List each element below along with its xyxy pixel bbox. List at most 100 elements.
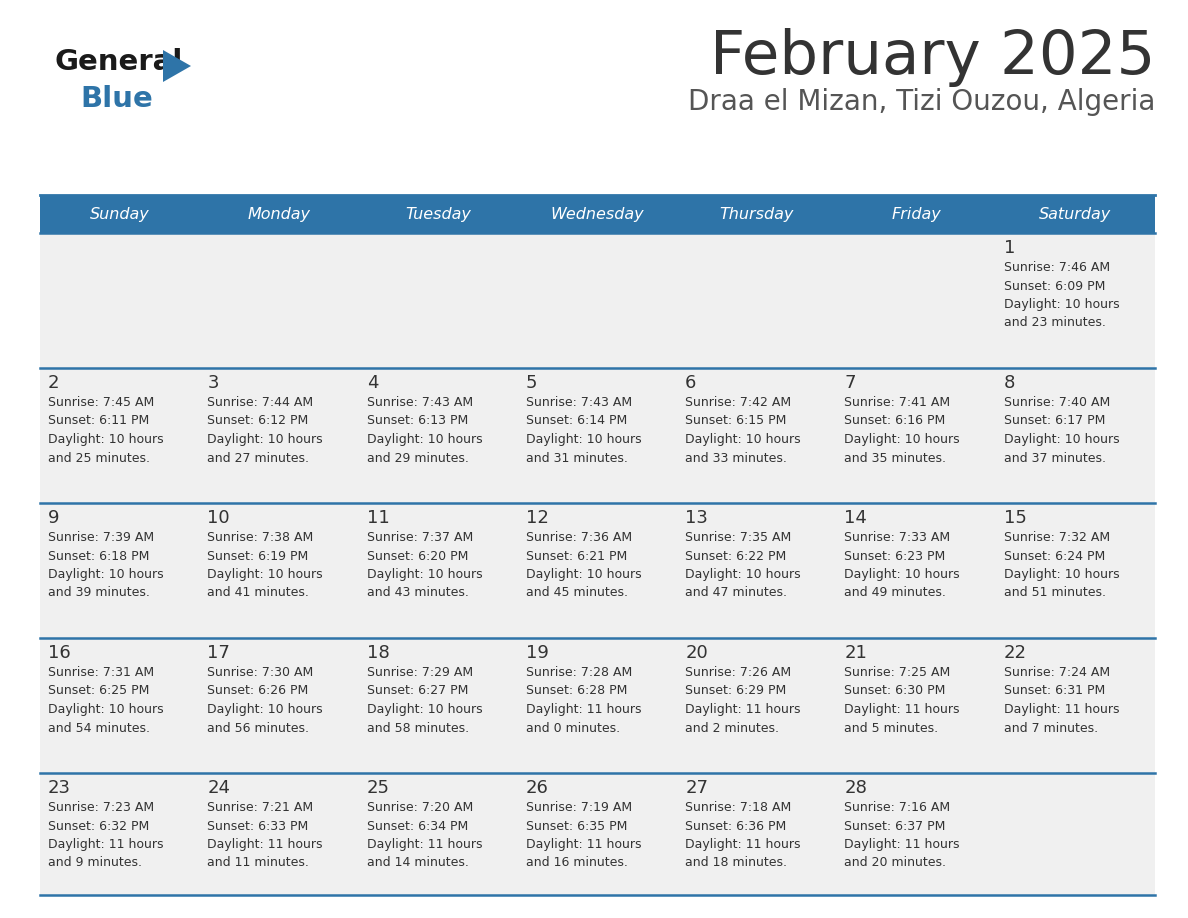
Text: Sunrise: 7:30 AM: Sunrise: 7:30 AM (207, 666, 314, 679)
Text: Sunrise: 7:19 AM: Sunrise: 7:19 AM (526, 801, 632, 814)
Text: Sunset: 6:22 PM: Sunset: 6:22 PM (685, 550, 786, 563)
Text: 17: 17 (207, 644, 230, 662)
Text: Sunset: 6:31 PM: Sunset: 6:31 PM (1004, 685, 1105, 698)
Text: and 29 minutes.: and 29 minutes. (367, 452, 468, 465)
Text: and 58 minutes.: and 58 minutes. (367, 722, 469, 734)
Text: 16: 16 (48, 644, 71, 662)
Text: Sunrise: 7:31 AM: Sunrise: 7:31 AM (48, 666, 154, 679)
Text: 3: 3 (207, 374, 219, 392)
Text: and 7 minutes.: and 7 minutes. (1004, 722, 1098, 734)
Text: Daylight: 10 hours: Daylight: 10 hours (367, 703, 482, 716)
Text: Sunrise: 7:20 AM: Sunrise: 7:20 AM (367, 801, 473, 814)
Text: 19: 19 (526, 644, 549, 662)
Text: Daylight: 10 hours: Daylight: 10 hours (685, 433, 801, 446)
Text: 21: 21 (845, 644, 867, 662)
Text: Daylight: 10 hours: Daylight: 10 hours (48, 568, 164, 581)
Text: Sunrise: 7:37 AM: Sunrise: 7:37 AM (367, 531, 473, 544)
Text: February 2025: February 2025 (709, 28, 1155, 87)
Text: and 51 minutes.: and 51 minutes. (1004, 587, 1106, 599)
Text: Daylight: 11 hours: Daylight: 11 hours (845, 703, 960, 716)
Text: Sunrise: 7:46 AM: Sunrise: 7:46 AM (1004, 261, 1110, 274)
Text: Sunrise: 7:24 AM: Sunrise: 7:24 AM (1004, 666, 1110, 679)
Bar (40, 503, 1155, 638)
Text: Sunset: 6:26 PM: Sunset: 6:26 PM (207, 685, 309, 698)
Text: Sunrise: 7:33 AM: Sunrise: 7:33 AM (845, 531, 950, 544)
Text: Monday: Monday (247, 207, 310, 221)
Text: Sunset: 6:35 PM: Sunset: 6:35 PM (526, 820, 627, 833)
Text: Sunset: 6:19 PM: Sunset: 6:19 PM (207, 550, 309, 563)
Text: Sunset: 6:28 PM: Sunset: 6:28 PM (526, 685, 627, 698)
Text: and 35 minutes.: and 35 minutes. (845, 452, 947, 465)
Text: Sunset: 6:29 PM: Sunset: 6:29 PM (685, 685, 786, 698)
Text: Sunrise: 7:43 AM: Sunrise: 7:43 AM (367, 396, 473, 409)
Text: Daylight: 11 hours: Daylight: 11 hours (207, 838, 323, 851)
Text: Daylight: 11 hours: Daylight: 11 hours (845, 838, 960, 851)
Text: Daylight: 10 hours: Daylight: 10 hours (48, 703, 164, 716)
Text: 20: 20 (685, 644, 708, 662)
Text: Sunrise: 7:28 AM: Sunrise: 7:28 AM (526, 666, 632, 679)
Bar (40, 233, 1155, 368)
Text: Daylight: 11 hours: Daylight: 11 hours (367, 838, 482, 851)
Text: Sunrise: 7:43 AM: Sunrise: 7:43 AM (526, 396, 632, 409)
Text: Sunrise: 7:26 AM: Sunrise: 7:26 AM (685, 666, 791, 679)
Text: Sunset: 6:23 PM: Sunset: 6:23 PM (845, 550, 946, 563)
Text: Sunset: 6:18 PM: Sunset: 6:18 PM (48, 550, 150, 563)
Text: Daylight: 11 hours: Daylight: 11 hours (1004, 703, 1119, 716)
Text: Daylight: 10 hours: Daylight: 10 hours (1004, 568, 1119, 581)
Text: Sunset: 6:25 PM: Sunset: 6:25 PM (48, 685, 150, 698)
Text: Sunset: 6:12 PM: Sunset: 6:12 PM (207, 415, 309, 428)
Text: and 47 minutes.: and 47 minutes. (685, 587, 788, 599)
Text: Sunrise: 7:32 AM: Sunrise: 7:32 AM (1004, 531, 1110, 544)
Text: Sunrise: 7:36 AM: Sunrise: 7:36 AM (526, 531, 632, 544)
Text: Sunrise: 7:29 AM: Sunrise: 7:29 AM (367, 666, 473, 679)
Text: Sunrise: 7:18 AM: Sunrise: 7:18 AM (685, 801, 791, 814)
Text: Sunset: 6:11 PM: Sunset: 6:11 PM (48, 415, 150, 428)
Text: 6: 6 (685, 374, 696, 392)
Text: Sunrise: 7:25 AM: Sunrise: 7:25 AM (845, 666, 950, 679)
Text: Draa el Mizan, Tizi Ouzou, Algeria: Draa el Mizan, Tizi Ouzou, Algeria (688, 88, 1155, 116)
Text: Daylight: 10 hours: Daylight: 10 hours (48, 433, 164, 446)
Text: Sunrise: 7:35 AM: Sunrise: 7:35 AM (685, 531, 791, 544)
Text: Daylight: 10 hours: Daylight: 10 hours (845, 433, 960, 446)
Text: Sunset: 6:20 PM: Sunset: 6:20 PM (367, 550, 468, 563)
Text: Wednesday: Wednesday (551, 207, 644, 221)
Text: Saturday: Saturday (1040, 207, 1112, 221)
Text: Daylight: 11 hours: Daylight: 11 hours (48, 838, 164, 851)
Text: 22: 22 (1004, 644, 1026, 662)
Text: 7: 7 (845, 374, 855, 392)
Text: Sunset: 6:13 PM: Sunset: 6:13 PM (367, 415, 468, 428)
Text: 26: 26 (526, 779, 549, 797)
Text: Blue: Blue (80, 85, 153, 113)
Text: Sunrise: 7:39 AM: Sunrise: 7:39 AM (48, 531, 154, 544)
Text: Thursday: Thursday (720, 207, 794, 221)
Text: and 0 minutes.: and 0 minutes. (526, 722, 620, 734)
Text: Sunset: 6:21 PM: Sunset: 6:21 PM (526, 550, 627, 563)
Text: 23: 23 (48, 779, 71, 797)
Text: Sunrise: 7:44 AM: Sunrise: 7:44 AM (207, 396, 314, 409)
Text: Sunset: 6:15 PM: Sunset: 6:15 PM (685, 415, 786, 428)
Text: and 41 minutes.: and 41 minutes. (207, 587, 309, 599)
Text: Sunset: 6:32 PM: Sunset: 6:32 PM (48, 820, 150, 833)
Text: 25: 25 (367, 779, 390, 797)
Text: Tuesday: Tuesday (405, 207, 472, 221)
Text: Daylight: 10 hours: Daylight: 10 hours (845, 568, 960, 581)
Text: 8: 8 (1004, 374, 1015, 392)
Text: Sunset: 6:14 PM: Sunset: 6:14 PM (526, 415, 627, 428)
Text: Sunrise: 7:38 AM: Sunrise: 7:38 AM (207, 531, 314, 544)
Text: and 31 minutes.: and 31 minutes. (526, 452, 627, 465)
Text: Daylight: 10 hours: Daylight: 10 hours (367, 433, 482, 446)
Text: and 11 minutes.: and 11 minutes. (207, 856, 309, 869)
Text: Sunset: 6:27 PM: Sunset: 6:27 PM (367, 685, 468, 698)
Text: Sunrise: 7:16 AM: Sunrise: 7:16 AM (845, 801, 950, 814)
Text: Sunset: 6:30 PM: Sunset: 6:30 PM (845, 685, 946, 698)
Text: Sunrise: 7:23 AM: Sunrise: 7:23 AM (48, 801, 154, 814)
Text: and 5 minutes.: and 5 minutes. (845, 722, 939, 734)
Text: 2: 2 (48, 374, 59, 392)
Text: Daylight: 11 hours: Daylight: 11 hours (526, 703, 642, 716)
Text: 12: 12 (526, 509, 549, 527)
Text: Daylight: 10 hours: Daylight: 10 hours (207, 568, 323, 581)
Bar (40, 773, 1155, 895)
Bar (40, 195, 1155, 233)
Text: Sunset: 6:24 PM: Sunset: 6:24 PM (1004, 550, 1105, 563)
Text: and 23 minutes.: and 23 minutes. (1004, 317, 1106, 330)
